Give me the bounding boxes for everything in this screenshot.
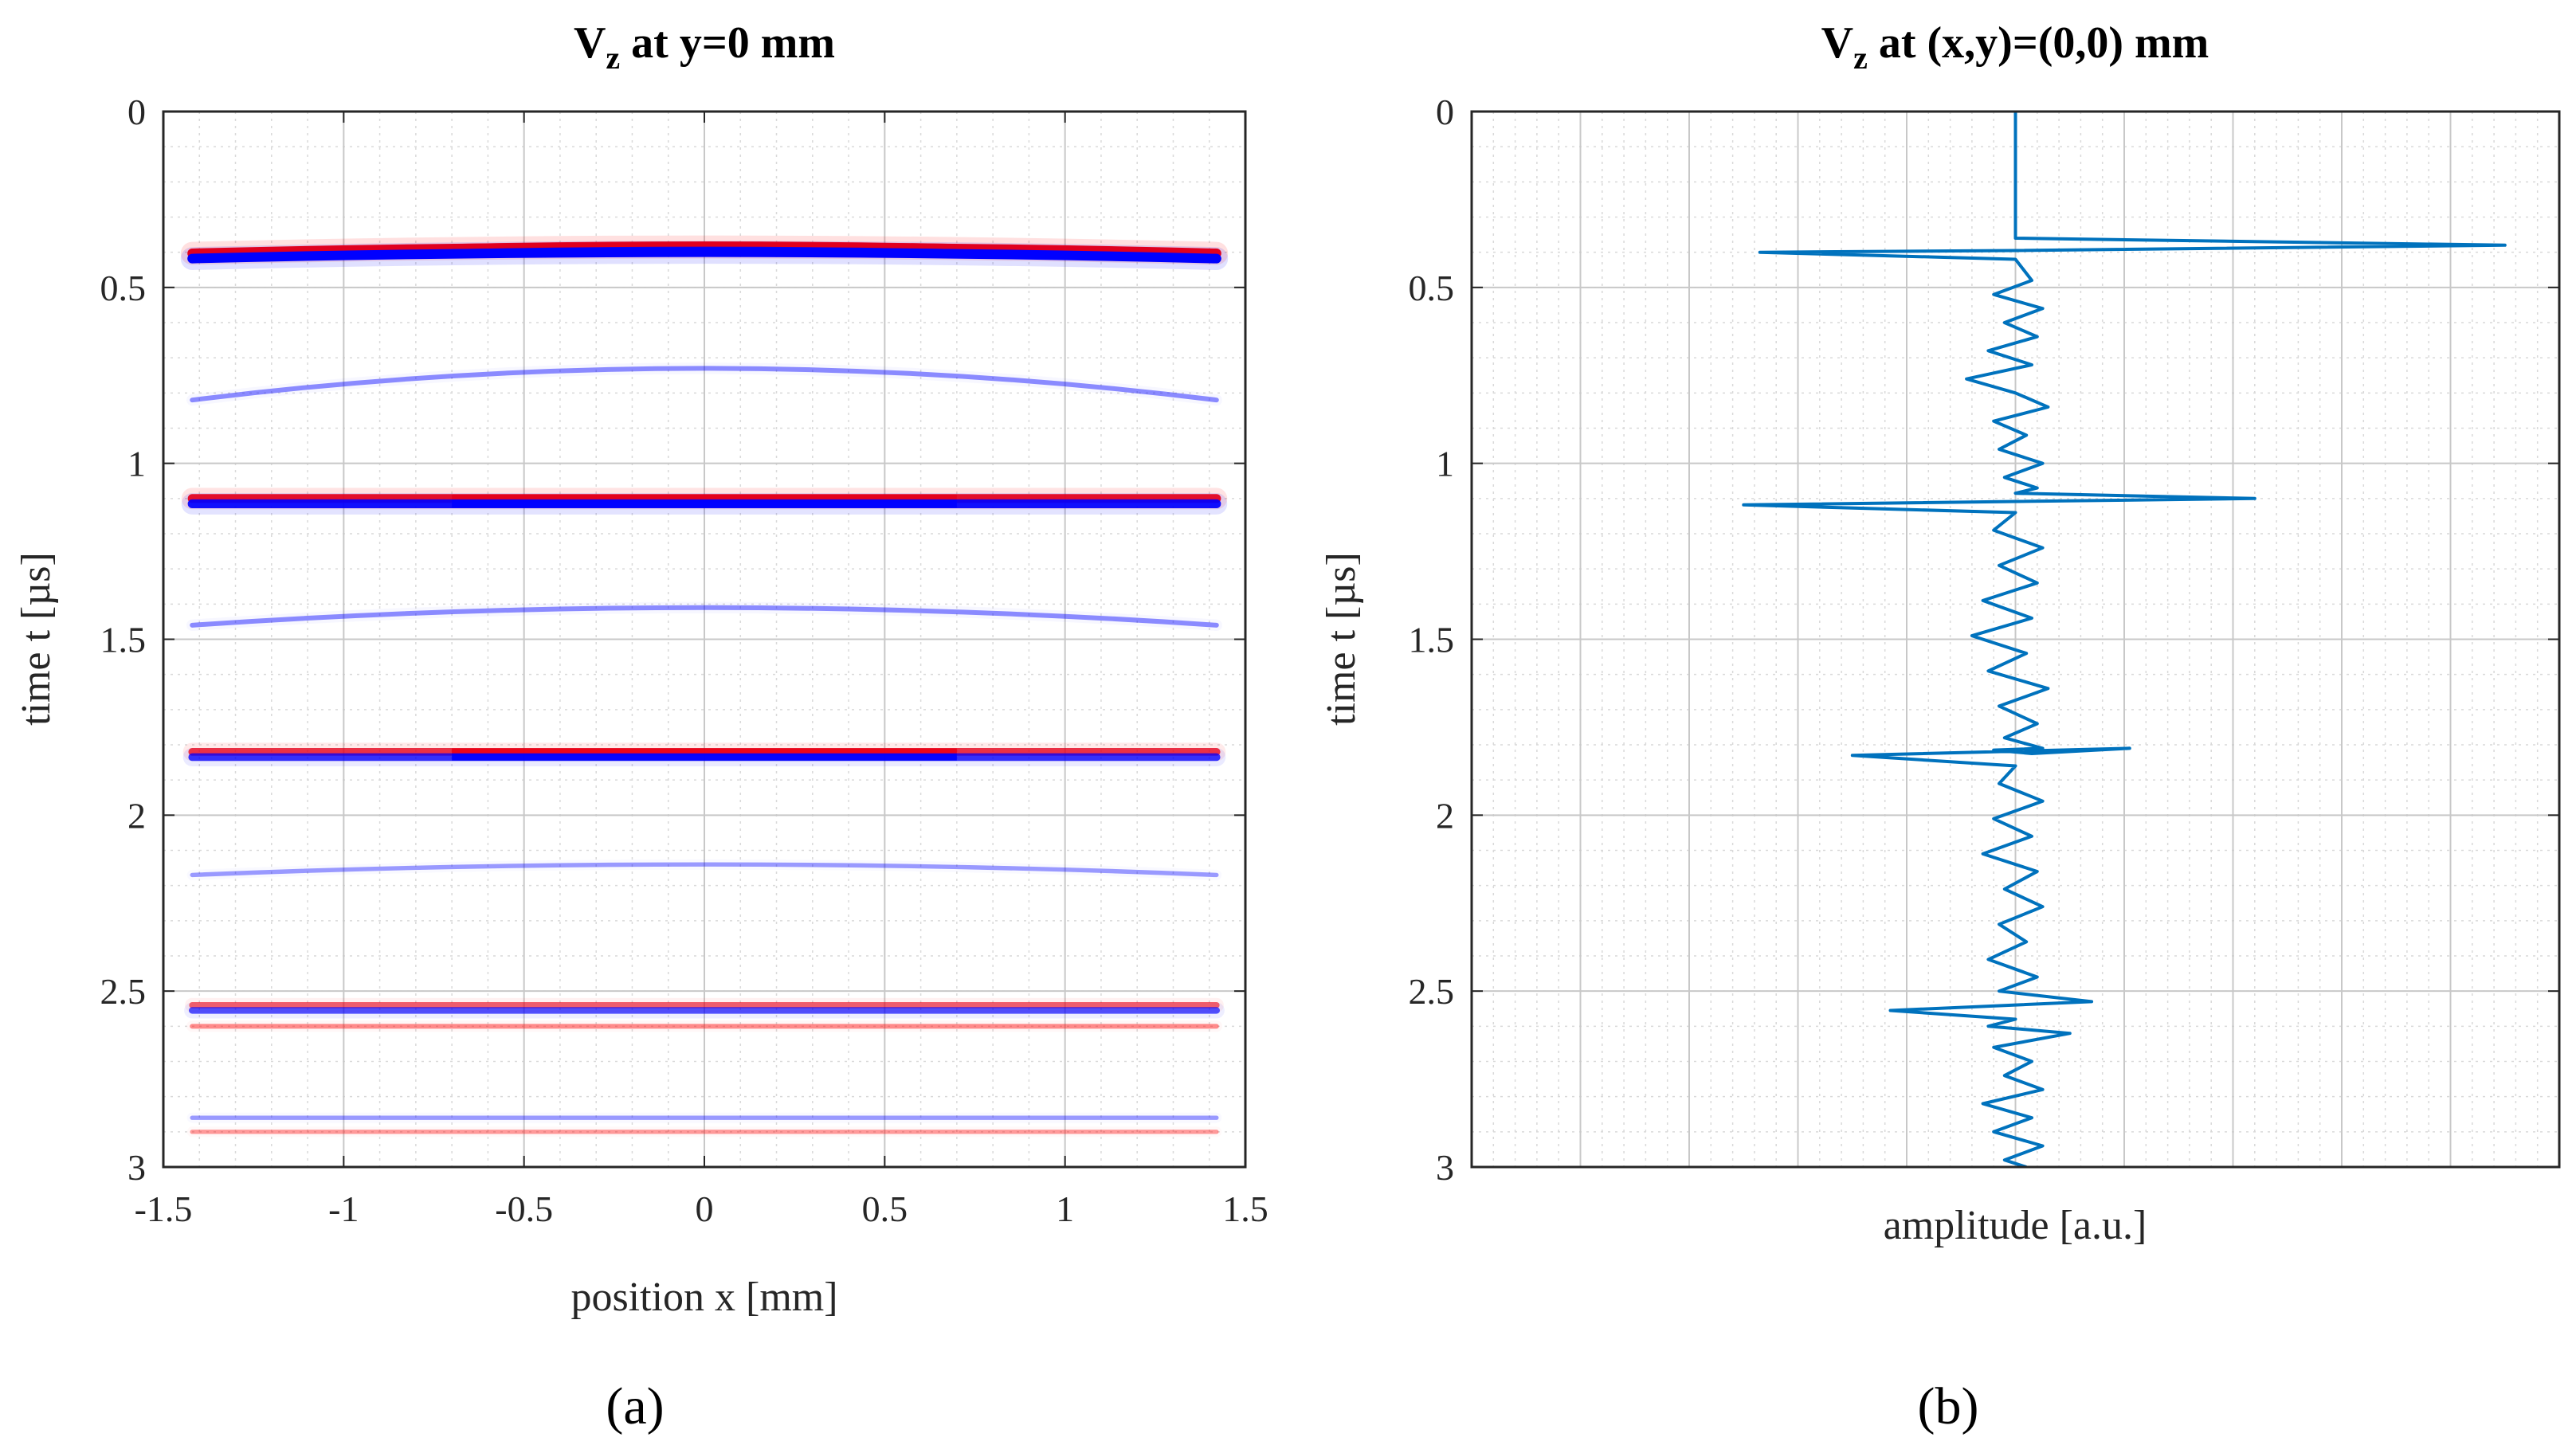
y-tick-label: 0 <box>1436 92 1454 132</box>
x-tick-label: 0 <box>696 1189 714 1229</box>
panel-a-title-rest: at y=0 mm <box>620 18 835 68</box>
x-tick-label: -0.5 <box>495 1189 553 1229</box>
series-line <box>1742 112 2507 1167</box>
wavefront <box>190 366 1219 403</box>
x-tick-label: -1 <box>328 1189 359 1229</box>
panel-b-gridlines <box>1472 112 2559 1167</box>
panel-b-series <box>1742 112 2507 1167</box>
panel-a-x-ticks: -1.5 -1 -0.5 0 0.5 1 1.5 <box>135 112 1268 1229</box>
panel-a-title-main: V <box>574 18 606 68</box>
panel-b-title-main: V <box>1821 18 1853 68</box>
panel-a-title-sub: z <box>606 40 620 76</box>
x-tick-label: 1.5 <box>1222 1189 1268 1229</box>
wavefront-core <box>452 241 957 253</box>
y-tick-label: 2.5 <box>1409 971 1455 1012</box>
panel-a-y-ticks: 0 0.5 1 1.5 2 2.5 3 <box>100 92 1245 1188</box>
panel-b-title-sub: z <box>1853 40 1868 76</box>
y-tick-label: 1.5 <box>100 620 147 660</box>
panel-a-x-axis-label: position x [mm] <box>570 1275 837 1320</box>
x-tick-label: 1 <box>1056 1189 1074 1229</box>
y-tick-label: 2 <box>127 795 146 836</box>
panel-a-gridlines <box>163 112 1245 1167</box>
panel-a-title: Vz at y=0 mm <box>574 18 835 76</box>
x-tick-label: -1.5 <box>135 1189 193 1229</box>
y-tick-label: 0.5 <box>1409 268 1455 308</box>
line-panel: Vz at (x,y)=(0,0) mm 0 0.5 1 1.5 2 2.5 3 ampli… <box>1319 18 2561 1435</box>
panel-b-label: (b) <box>1918 1377 1979 1435</box>
y-tick-label: 1.5 <box>1409 620 1455 660</box>
heatmap-panel: Vz at y=0 mm -1.5 -1 -0.5 0 0.5 1 1.5 0 0.5 1 1.5… <box>14 18 1268 1435</box>
y-tick-label: 2.5 <box>100 971 147 1012</box>
y-tick-label: 1 <box>1436 444 1454 484</box>
y-tick-label: 3 <box>1436 1147 1454 1188</box>
y-tick-label: 0 <box>127 92 146 132</box>
y-tick-label: 1 <box>127 444 146 484</box>
panel-a-wavefronts <box>180 235 1229 1134</box>
panel-a-y-axis-label: time t [µs] <box>14 552 59 726</box>
panel-a-label: (a) <box>606 1377 664 1435</box>
x-tick-label: 0.5 <box>862 1189 908 1229</box>
wavefront-core <box>452 246 957 258</box>
wavefront <box>190 605 1219 628</box>
y-tick-label: 2 <box>1436 795 1454 836</box>
wavefront <box>190 862 1219 878</box>
panel-b-x-axis-label: amplitude [a.u.] <box>1884 1203 2147 1248</box>
panel-b-title: Vz at (x,y)=(0,0) mm <box>1821 18 2209 76</box>
panel-b-title-rest: at (x,y)=(0,0) mm <box>1868 18 2209 68</box>
y-tick-label: 0.5 <box>100 268 147 308</box>
panel-b-y-axis-label: time t [µs] <box>1319 552 1364 726</box>
panel-b-y-ticks: 0 0.5 1 1.5 2 2.5 3 <box>1409 92 2559 1188</box>
y-tick-label: 3 <box>127 1147 146 1188</box>
